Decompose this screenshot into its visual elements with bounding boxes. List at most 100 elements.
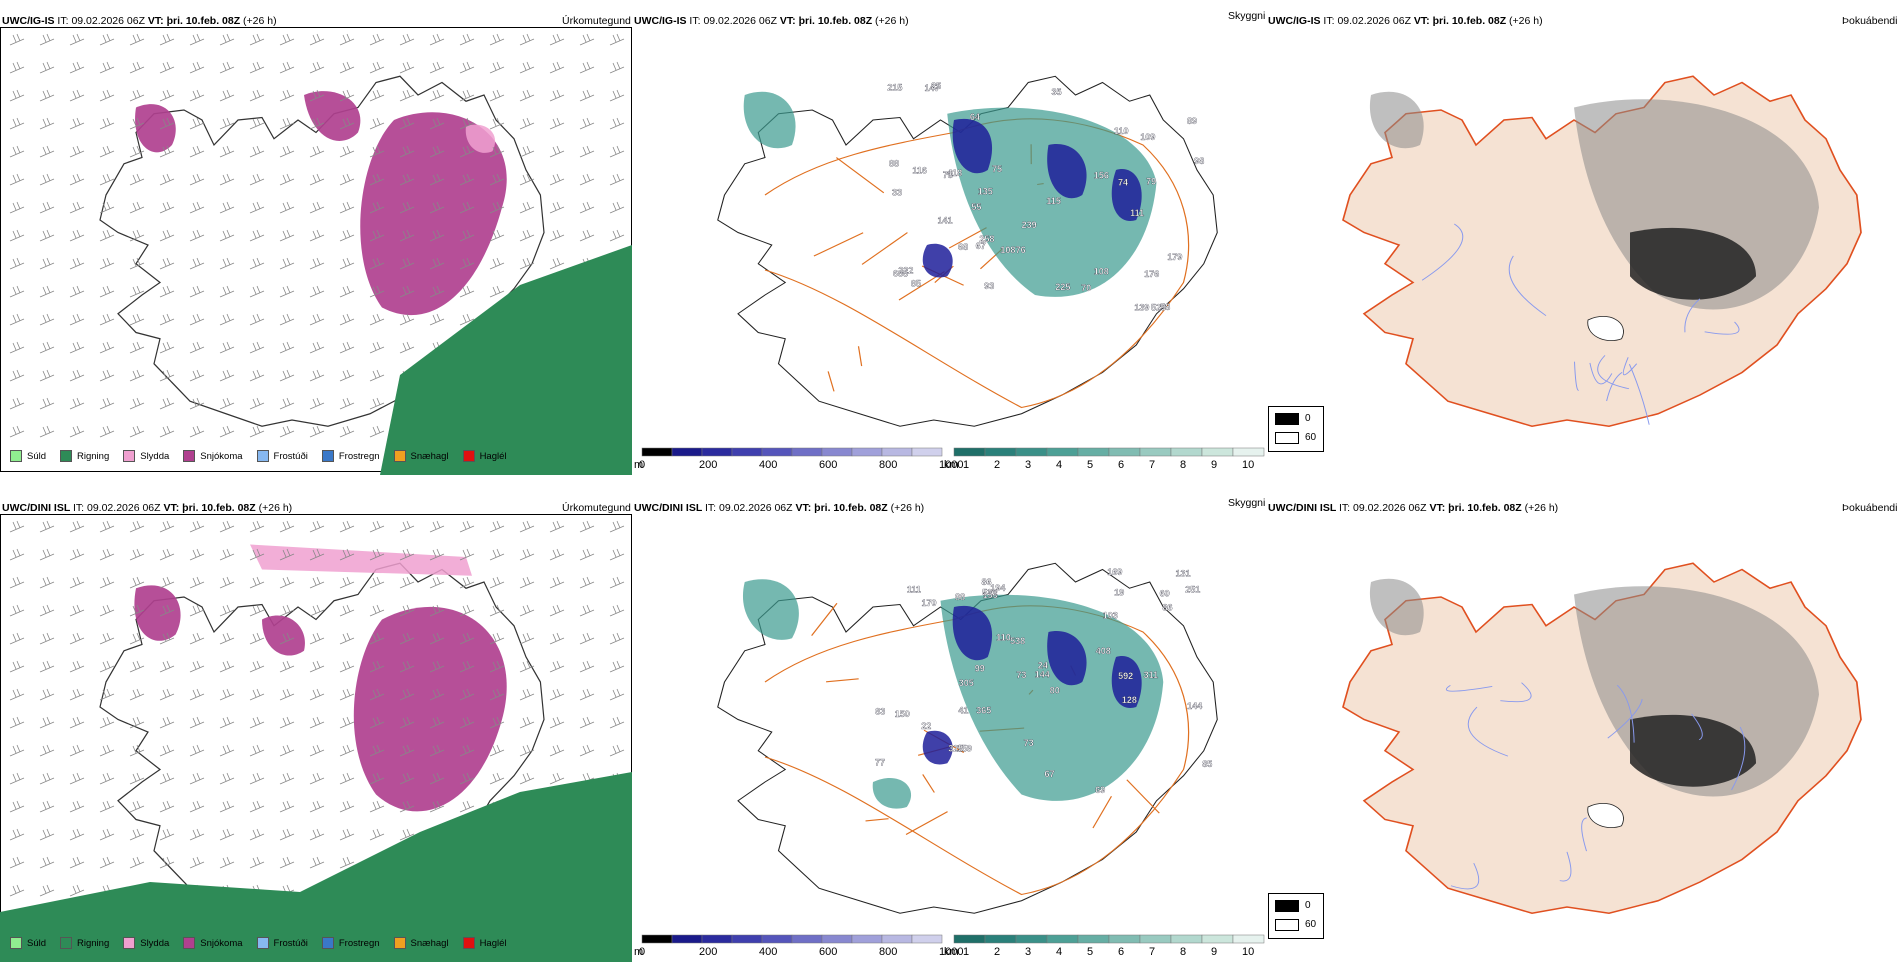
wind-barb: [369, 33, 385, 46]
m-scale-swatch: [851, 447, 883, 457]
fog-legend-label-0: 0: [1305, 413, 1311, 424]
wind-barb: [489, 632, 505, 645]
wind-barb: [459, 548, 475, 561]
wind-barb: [369, 173, 385, 186]
legend-label: Haglél: [479, 937, 507, 949]
visibility-value-label: 35: [1052, 87, 1062, 97]
wind-barb: [399, 61, 415, 74]
wind-barb: [609, 632, 625, 645]
wind-barb: [369, 89, 385, 102]
wind-barb: [69, 89, 85, 102]
km-scale-swatch: [1046, 934, 1079, 944]
m-scale-tick: 200: [699, 459, 717, 471]
legend-label: Snjókoma: [200, 937, 243, 949]
legend-label: Súld: [27, 937, 47, 949]
wind-barb: [309, 604, 325, 617]
wind-barb: [399, 632, 415, 645]
visibility-value-label: 80: [1050, 685, 1060, 695]
m-scale-tick: 200: [699, 946, 717, 958]
wind-barb: [39, 229, 55, 242]
wind-barb: [279, 688, 295, 701]
m-scale-swatch: [821, 447, 853, 457]
precip-type-title: Úrkomutegund: [562, 502, 631, 514]
wind-barb: [399, 828, 415, 841]
wind-barb: [489, 688, 505, 701]
wind-barb: [9, 145, 25, 158]
wind-barb: [249, 145, 265, 158]
wind-barb: [129, 313, 145, 326]
m-scale-tick: 800: [879, 459, 897, 471]
wind-barb: [399, 89, 415, 102]
wind-barb: [69, 520, 85, 533]
wind-barb: [369, 576, 385, 589]
m-scale-swatch: [761, 934, 793, 944]
wind-barb: [39, 744, 55, 757]
wind-barb: [219, 660, 235, 673]
wind-barb: [399, 33, 415, 46]
it-label: IT:: [704, 502, 719, 514]
km-scale-swatch: [1170, 934, 1203, 944]
legend-swatch: [10, 937, 22, 949]
wind-barb: [69, 548, 85, 561]
wind-barb: [219, 33, 235, 46]
visibility-value-label: 74: [1118, 178, 1128, 188]
snow-area: [304, 91, 361, 141]
visibility-value-label: 135: [978, 187, 993, 197]
wind-barb: [459, 313, 475, 326]
wind-barb: [189, 257, 205, 270]
visibility-area: [947, 107, 1157, 297]
low-visibility-area: [952, 118, 993, 174]
fog-legend-swatch-black: [1275, 900, 1299, 912]
wind-barb: [609, 117, 625, 130]
wind-barb: [159, 89, 175, 102]
wind-barb: [9, 772, 25, 785]
wind-barb: [189, 61, 205, 74]
it-label: IT:: [72, 502, 87, 514]
wind-barb: [249, 520, 265, 533]
wind-barb: [249, 604, 265, 617]
fog-index-area: [1369, 578, 1424, 636]
km-scale-swatch: [1170, 447, 1203, 457]
wind-barb: [159, 716, 175, 729]
wind-barb: [189, 828, 205, 841]
wind-barb: [459, 576, 475, 589]
km-scale-tick: 8: [1180, 946, 1186, 958]
wind-barb: [9, 884, 25, 897]
km-scale-swatch: [1015, 447, 1048, 457]
wind-barb: [399, 576, 415, 589]
wind-barb: [129, 744, 145, 757]
wind-barb: [189, 604, 205, 617]
legend-item: Frostregn: [321, 450, 380, 462]
wind-barb: [159, 576, 175, 589]
m-scale-swatch: [731, 447, 763, 457]
legend-label: Frostúði: [273, 450, 308, 462]
wind-barb: [279, 369, 295, 382]
wind-barb: [129, 772, 145, 785]
wind-barb: [429, 89, 445, 102]
km-scale-swatch: [1232, 447, 1265, 457]
wind-barb: [99, 660, 115, 673]
legend-item: Slydda: [123, 450, 169, 462]
wind-barb: [39, 369, 55, 382]
wind-barb: [369, 61, 385, 74]
wind-barb: [339, 548, 355, 561]
wind-barb: [279, 425, 295, 438]
wind-barb: [339, 660, 355, 673]
wind-barb: [129, 33, 145, 46]
wind-barb: [369, 425, 385, 438]
km-scale-swatch: [953, 934, 986, 944]
wind-barb: [249, 632, 265, 645]
wind-barb: [219, 229, 235, 242]
wind-barb: [9, 548, 25, 561]
lead-time: (+26 h): [875, 15, 909, 27]
lead-time: (+26 h): [1509, 15, 1543, 27]
wind-barb: [339, 856, 355, 869]
wind-barb: [129, 688, 145, 701]
wind-barb: [399, 201, 415, 214]
m-scale-swatch: [911, 934, 943, 944]
wind-barb: [9, 369, 25, 382]
low-visibility-area: [922, 243, 953, 278]
it-label: IT:: [689, 15, 704, 27]
wind-barb: [459, 688, 475, 701]
